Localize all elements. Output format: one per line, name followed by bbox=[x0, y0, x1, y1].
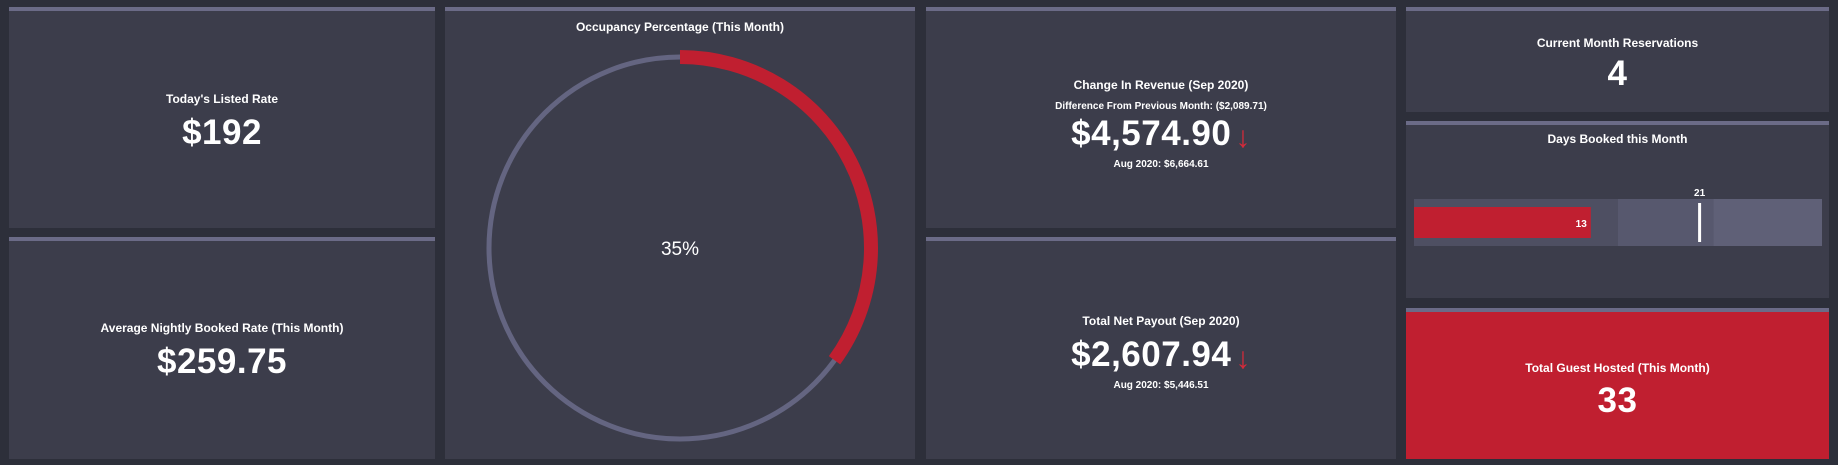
reservations-value: 4 bbox=[1607, 54, 1628, 93]
bullet-target-label: 21 bbox=[1694, 188, 1706, 199]
revenue-previous: Aug 2020: $6,664.61 bbox=[1113, 159, 1209, 170]
bullet-target-marker bbox=[1698, 203, 1702, 242]
revenue-difference: Difference From Previous Month: ($2,089.… bbox=[1055, 101, 1267, 112]
revenue-change-card: Change In Revenue (Sep 2020) Difference … bbox=[926, 7, 1396, 228]
avg-booked-rate-title: Average Nightly Booked Rate (This Month) bbox=[100, 321, 344, 335]
listed-rate-card: Today's Listed Rate $192 bbox=[9, 7, 435, 228]
occupancy-card: Occupancy Percentage (This Month) 35% bbox=[445, 7, 915, 459]
days-booked-card: Days Booked this Month 13 21 bbox=[1406, 121, 1829, 298]
down-arrow-icon: ↓ bbox=[1235, 121, 1251, 154]
bullet-range-band bbox=[1713, 199, 1822, 246]
guests-hosted-title: Total Guest Hosted (This Month) bbox=[1525, 361, 1710, 375]
bullet-range-band bbox=[1618, 199, 1714, 246]
guests-hosted-card: Total Guest Hosted (This Month) 33 bbox=[1406, 308, 1829, 459]
net-payout-value: $2,607.94 bbox=[1071, 335, 1232, 374]
avg-booked-rate-value: $259.75 bbox=[156, 342, 288, 381]
net-payout-previous: Aug 2020: $5,446.51 bbox=[1113, 380, 1209, 391]
net-payout-value-row: $2,607.94 ↓ bbox=[926, 335, 1396, 375]
occupancy-title: Occupancy Percentage (This Month) bbox=[575, 20, 785, 34]
occupancy-percent-label: 35% bbox=[661, 239, 699, 260]
days-booked-title: Days Booked this Month bbox=[1547, 132, 1688, 146]
down-arrow-icon: ↓ bbox=[1235, 342, 1251, 375]
bullet-booked-label: 13 bbox=[1576, 219, 1588, 230]
listed-rate-title: Today's Listed Rate bbox=[166, 92, 278, 106]
occupancy-gauge: 35% bbox=[486, 50, 878, 442]
guests-hosted-value: 33 bbox=[1597, 381, 1638, 420]
avg-booked-rate-card: Average Nightly Booked Rate (This Month)… bbox=[9, 237, 435, 459]
occupancy-gauge-fill bbox=[679, 50, 878, 365]
bullet-booked-bar bbox=[1414, 207, 1591, 238]
revenue-value-row: $4,574.90 ↓ bbox=[926, 114, 1396, 154]
revenue-value: $4,574.90 bbox=[1071, 114, 1232, 153]
reservations-title: Current Month Reservations bbox=[1536, 36, 1699, 50]
revenue-change-title: Change In Revenue (Sep 2020) bbox=[1073, 78, 1249, 92]
days-booked-bullet-chart: 13 21 bbox=[1414, 188, 1822, 246]
reservations-card: Current Month Reservations 4 bbox=[1406, 7, 1829, 112]
net-payout-title: Total Net Payout (Sep 2020) bbox=[1082, 314, 1240, 328]
net-payout-card: Total Net Payout (Sep 2020) $2,607.94 ↓ A… bbox=[926, 237, 1396, 459]
listed-rate-value: $192 bbox=[182, 113, 262, 152]
